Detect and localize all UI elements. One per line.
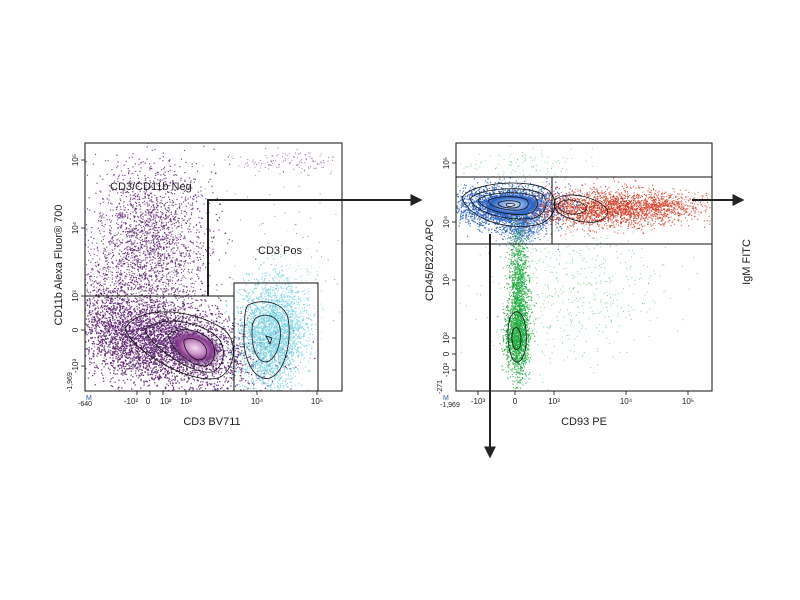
right-x-tick-0: 0 xyxy=(513,397,518,406)
events-pos-spread xyxy=(256,228,323,379)
right-contours-green xyxy=(507,311,527,363)
right-y-tick-neg100: -10² xyxy=(442,363,451,378)
events-sparse-gray xyxy=(184,159,339,322)
events-red-tail xyxy=(610,190,708,222)
right-x-tick-neg1000: -10³ xyxy=(471,397,486,406)
left-y-tick-0: 0 xyxy=(71,327,80,332)
left-contours-pos xyxy=(243,301,290,379)
right-contours-blue xyxy=(461,182,556,227)
left-x-tick-1000: 10³ xyxy=(180,397,192,406)
left-x-tick-100000: 10⁵ xyxy=(311,397,323,406)
events-green-sparse xyxy=(459,169,698,391)
right-x-tick-1000: 10³ xyxy=(548,397,560,406)
right-y-axis-title: CD45/B220 APC xyxy=(424,219,436,301)
left-x-tick-neg100: -10² xyxy=(124,397,139,406)
events-neg-upper xyxy=(85,143,258,365)
left-contours-neg xyxy=(124,311,234,380)
events-top-sparse xyxy=(224,147,334,176)
gate-to-next-plot-arrow xyxy=(207,194,423,296)
left-y-tick-10000: 10⁴ xyxy=(71,221,80,234)
left-x-axis-title: CD3 BV711 xyxy=(183,416,240,428)
left-y-ticks xyxy=(81,159,85,367)
events-neg-spread xyxy=(85,213,227,369)
left-y-tick-1000: 10³ xyxy=(71,290,80,302)
right-x-axis-title: CD93 PE xyxy=(561,416,607,428)
gate-red[interactable] xyxy=(551,176,713,245)
right-y-ticks xyxy=(452,162,456,371)
events-pos xyxy=(215,253,340,391)
right-x-tick-10000: 10⁴ xyxy=(620,397,633,406)
gate-label-pos: CD3 Pos xyxy=(258,245,303,257)
left-plot-frame xyxy=(84,142,343,392)
right-x-min-label: -1,969 xyxy=(440,402,460,409)
right-y-min-label: -271 xyxy=(437,380,444,394)
right-y-tick-100000: 10⁵ xyxy=(442,157,451,169)
next-axis-label: IgM FITC xyxy=(741,239,753,285)
left-y-min-label: -1,969 xyxy=(67,372,74,392)
left-x-ticks xyxy=(136,391,318,395)
left-x-min-label: -640 xyxy=(78,401,92,408)
right-y-tick-0: 0 xyxy=(442,351,451,356)
right-density-core xyxy=(482,193,542,217)
gate-cd3-pos[interactable] xyxy=(233,282,319,392)
right-y-tick-100: 10² xyxy=(442,332,451,344)
right-y-tick-10000: 10⁴ xyxy=(442,215,451,228)
right-y-tick-1000: 10³ xyxy=(442,274,451,286)
left-plot: CD3/CD11b Neg CD3 Pos -10² 0 10² 10³ 10⁴… xyxy=(53,142,343,428)
left-y-tick-100000: 10⁵ xyxy=(71,154,80,166)
right-contours-red xyxy=(553,194,608,223)
right-x-tick-100000: 10⁵ xyxy=(682,397,694,406)
left-y-tick-neg1000: -10³ xyxy=(71,359,80,374)
right-corner-marker: M xyxy=(443,395,449,402)
left-y-axis-title: CD11b Alexa Fluor® 700 xyxy=(53,204,65,325)
right-x-ticks xyxy=(477,391,689,395)
left-x-tick-0: 0 xyxy=(146,397,151,406)
right-plot: -10³ 0 10³ 10⁴ 10⁵ -10² 0 10² 10³ 10⁴ 10… xyxy=(424,142,713,428)
gate-label-neg: CD3/CD11b Neg xyxy=(110,181,192,193)
events-green-top xyxy=(457,143,594,190)
left-corner-marker: M xyxy=(86,395,92,402)
right-plot-frame xyxy=(455,142,713,392)
left-x-tick-100: 10² xyxy=(160,397,172,406)
left-x-tick-10000: 10⁴ xyxy=(251,397,264,406)
